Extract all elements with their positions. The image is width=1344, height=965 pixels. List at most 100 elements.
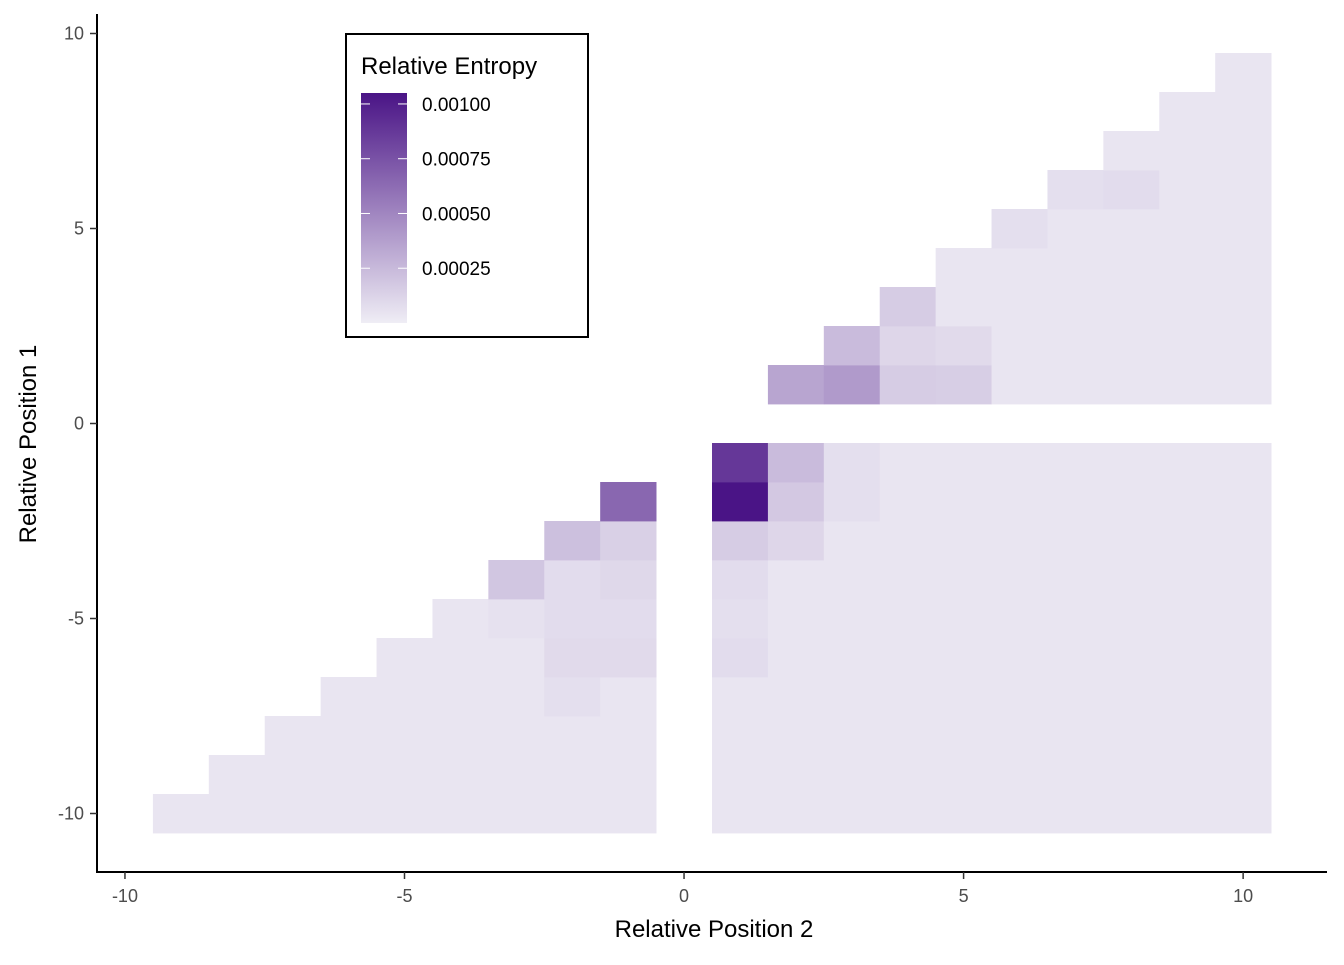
heatmap-cell [432,677,489,717]
heatmap-cell [712,755,769,795]
legend-colorbar [361,93,407,323]
heatmap-cell [1215,443,1272,483]
heatmap-cell [432,716,489,756]
heatmap-cell [1047,521,1104,561]
heatmap-cell [1047,443,1104,483]
heatmap-cell [432,755,489,795]
heatmap-cell [600,599,657,639]
heatmap-cell [823,755,881,795]
x-tick-label: 0 [679,886,689,906]
x-axis-title: Relative Position 2 [615,916,814,943]
heatmap-cell [935,248,992,288]
heatmap-cell [264,716,322,756]
legend-ticks: 0.00100 0.00075 0.00050 0.00025 [361,95,491,280]
heatmap-cell [1159,521,1216,561]
heatmap-cell [544,560,601,600]
heatmap-cell [879,326,937,366]
heatmap-cell [1103,638,1160,678]
heatmap-cell [1047,365,1104,405]
heatmap-cell [1103,287,1160,327]
heatmap-cell [376,677,433,717]
heatmap-cell [991,794,1048,834]
heatmap-cell [879,560,937,600]
heatmap-cell [1103,131,1160,171]
heatmap-cell [823,443,881,483]
heatmap-cell [991,287,1048,327]
heatmap-cell [1047,677,1104,717]
heatmap-cell [320,755,377,795]
heatmap-cell [1215,131,1272,171]
heatmap-cell [1103,560,1160,600]
heatmap-cell [1047,794,1104,834]
heatmap-cell [1215,287,1272,327]
heatmap-cell [1215,638,1272,678]
legend-tick-label: 0.00025 [422,259,491,280]
heatmap-cell [1215,599,1272,639]
heatmap-cell [767,716,825,756]
heatmap-cell [1103,365,1160,405]
heatmap-cell [488,794,545,834]
heatmap-cell [712,521,769,561]
heatmap-cell [1215,248,1272,288]
heatmap-cell [1159,443,1216,483]
y-tick-label: 5 [74,219,84,239]
heatmap-cell [935,638,992,678]
heatmap-cell [767,677,825,717]
heatmap-cell [935,326,992,366]
heatmap-cell [991,521,1048,561]
heatmap-cell [1047,599,1104,639]
heatmap-cell [823,716,881,756]
heatmap-cell [1159,170,1216,210]
heatmap-cell [1159,560,1216,600]
heatmap-cell [1103,794,1160,834]
heatmap-cell [544,638,601,678]
heatmap-cell [935,365,992,405]
heatmap-cell [712,560,769,600]
heatmap-cell [488,560,545,600]
heatmap-cell [879,794,937,834]
heatmap-cell [1215,677,1272,717]
heatmap-cell [935,443,992,483]
heatmap-cell [544,716,601,756]
heatmap-cell [600,521,657,561]
heatmap-cell [1159,248,1216,288]
heatmap-cell [1159,92,1216,132]
heatmap-cell [1159,482,1216,522]
heatmap-cell [823,599,881,639]
heatmap-cell [935,794,992,834]
heatmap-cell [879,599,937,639]
y-axis-title: Relative Position 1 [15,345,42,544]
heatmap-cell [1159,677,1216,717]
heatmap-cell [320,716,377,756]
heatmap-cell [264,755,322,795]
heatmap-cell [767,638,825,678]
heatmap-cell [935,716,992,756]
heatmap-cell [823,521,881,561]
heatmap-cell [376,755,433,795]
heatmap-cell [208,755,266,795]
heatmap-cell [1103,677,1160,717]
heatmap-cell [1103,521,1160,561]
heatmap-cell [376,638,433,678]
heatmap-cell [1047,482,1104,522]
heatmap-cell [1159,326,1216,366]
heatmap-cell [1103,326,1160,366]
heatmap-cell [712,794,769,834]
heatmap-cells [152,53,1272,834]
heatmap-cell [544,521,601,561]
heatmap-cell [1215,755,1272,795]
heatmap-cell [376,794,433,834]
heatmap-cell [1047,248,1104,288]
heatmap-cell [879,521,937,561]
x-ticks: -10 -5 0 5 10 [112,872,1253,906]
heatmap-cell [1215,521,1272,561]
x-tick-label: -5 [396,886,412,906]
y-tick-label: 0 [74,414,84,434]
heatmap-cell [879,716,937,756]
heatmap-cell [767,755,825,795]
heatmap-cell [823,638,881,678]
heatmap-cell [488,638,545,678]
heatmap-cell [1047,170,1104,210]
heatmap-cell [488,677,545,717]
